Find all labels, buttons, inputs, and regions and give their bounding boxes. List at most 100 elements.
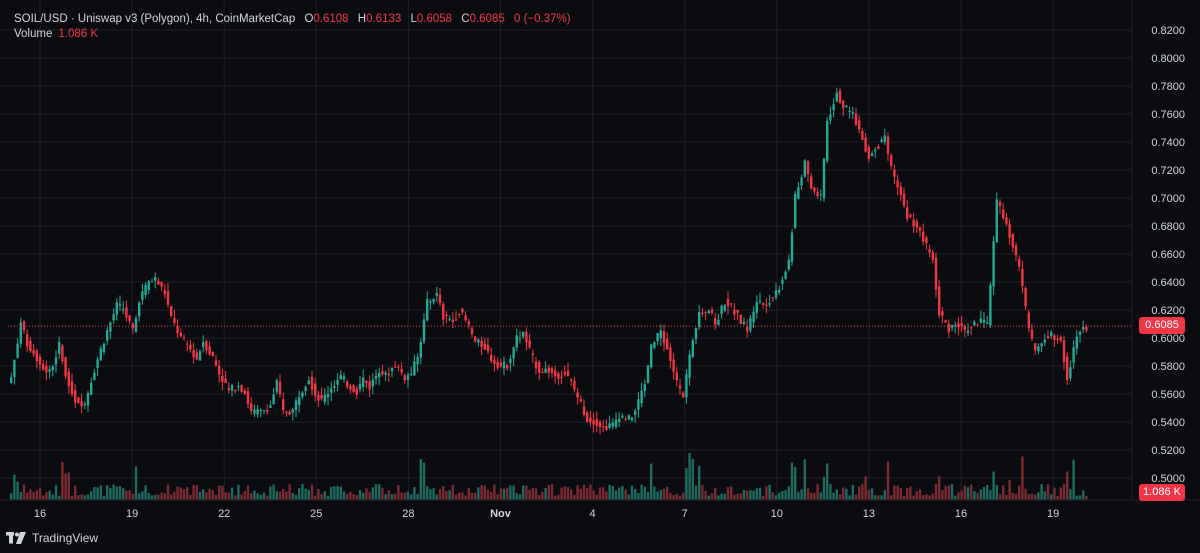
volume-bar — [1053, 487, 1056, 500]
time-tick-label: 19 — [126, 508, 138, 520]
candle-body — [189, 344, 192, 350]
candle-body — [512, 347, 515, 359]
candle-body — [29, 340, 32, 352]
volume-bar — [970, 484, 973, 500]
volume-bar — [579, 488, 582, 500]
volume-bar — [99, 485, 102, 500]
time-axis[interactable]: 16 19 22 25 28 Nov 4 7 10 13 16 19 — [34, 508, 1059, 520]
candle-body — [269, 405, 272, 408]
candle-body — [339, 375, 342, 380]
volume-bar — [390, 494, 394, 500]
candle-body — [202, 342, 205, 348]
volume-bar — [486, 489, 490, 500]
volume-bar — [557, 494, 560, 500]
volume-bar — [595, 494, 598, 500]
volume-bar — [243, 491, 246, 500]
candle-body — [992, 241, 995, 287]
candle-body — [931, 252, 934, 260]
volume-bar — [38, 488, 42, 500]
candle-body — [883, 135, 886, 143]
candle-body — [128, 315, 131, 322]
volume-bar — [518, 494, 522, 500]
volume-bar — [448, 490, 451, 500]
volume-bar — [208, 488, 211, 500]
candle-body — [102, 343, 106, 353]
volume-bar — [474, 492, 477, 500]
candle-body — [166, 291, 170, 305]
volume-bar — [589, 484, 592, 500]
price-tick-label: 0.5800 — [1151, 361, 1185, 373]
candle-body — [58, 341, 61, 355]
candle-body — [461, 308, 464, 312]
candle-body — [99, 348, 102, 361]
candle-body — [669, 347, 672, 362]
volume-bar — [154, 494, 157, 500]
price-tick-label: 0.6400 — [1151, 277, 1185, 289]
volume-bar — [989, 490, 992, 500]
volume-bar — [838, 494, 842, 500]
candle-body — [51, 366, 54, 371]
volume-bar — [1040, 484, 1043, 500]
candle-body — [502, 361, 506, 369]
volume-bar — [685, 468, 688, 500]
volume-bar — [480, 485, 483, 500]
candle-body — [608, 423, 611, 428]
low-value: 0.6058 — [416, 13, 453, 25]
candle-body — [752, 311, 755, 323]
price-tick-label: 0.6200 — [1151, 305, 1185, 317]
price-axis[interactable]: 0.5000 0.5200 0.5400 0.5600 0.5800 0.6000 0.62… — [1151, 25, 1185, 485]
candle-body — [403, 375, 406, 381]
volume-bar — [179, 487, 182, 500]
volume-bar — [720, 493, 723, 500]
volume-bar — [285, 491, 288, 500]
volume-bar — [566, 487, 570, 500]
price-tick-label: 0.6000 — [1151, 333, 1185, 345]
volume-bar — [582, 484, 586, 500]
candle-body — [474, 336, 477, 342]
candle-body — [736, 309, 739, 313]
volume-bar — [192, 484, 195, 500]
volume-bar — [986, 485, 989, 500]
volume-bar — [144, 485, 147, 500]
tradingview-icon — [6, 532, 26, 544]
volume-bar — [490, 491, 493, 500]
volume-bar — [67, 472, 70, 500]
candle-body — [598, 421, 602, 427]
candle-body — [362, 377, 365, 387]
volume-bar — [976, 493, 979, 500]
candle-body — [182, 337, 186, 339]
volume-bar — [819, 492, 822, 500]
candle-body — [74, 390, 77, 403]
candle-body — [867, 146, 870, 159]
volume-bar — [515, 493, 518, 500]
candle-body — [358, 384, 362, 390]
price-tick-label: 0.7000 — [1151, 193, 1185, 205]
volume-bar — [672, 494, 675, 500]
tradingview-logo[interactable]: TradingView — [6, 528, 98, 548]
candle-body — [880, 139, 883, 143]
volume-bar — [1027, 494, 1030, 500]
volume-bar — [570, 489, 573, 500]
volume-bar — [326, 495, 330, 500]
candle-body — [589, 417, 592, 423]
volume-bar — [598, 487, 602, 500]
volume-bar — [259, 494, 262, 500]
volume-bar — [867, 489, 870, 500]
candle-body — [538, 362, 541, 373]
symbol-title[interactable]: SOIL/USD · Uniswap v3 (Polygon), 4h, Coi… — [14, 13, 296, 25]
volume-bar — [122, 488, 125, 500]
volume-bar — [710, 493, 714, 500]
candle-body — [170, 306, 173, 316]
candle-body — [448, 318, 451, 320]
volume-bar — [915, 491, 918, 500]
volume-bar — [102, 495, 106, 500]
volume-bar — [1008, 480, 1011, 500]
candle-body — [1066, 356, 1069, 381]
candle-body — [810, 176, 813, 189]
volume-bar — [781, 491, 784, 500]
volume-bar — [877, 495, 880, 500]
price-tick-label: 0.6800 — [1151, 221, 1185, 233]
volume-bar — [1024, 488, 1027, 500]
volume-bar — [115, 486, 118, 500]
